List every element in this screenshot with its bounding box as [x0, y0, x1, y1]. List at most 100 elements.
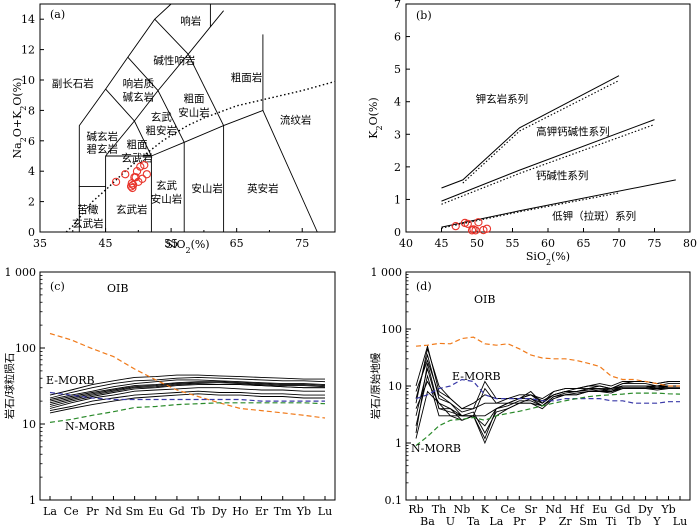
x-tick-label: Ti: [606, 515, 617, 528]
panel-c: 1 10 100 1 000 La Ce Pr Nd Sm Eu Gd Tb Dy Ho Er Tm Yb Lu O…: [3, 266, 336, 518]
y-tick-label: 0: [394, 226, 401, 239]
x-tick-label: Nd: [105, 505, 122, 518]
series-boundary-dotted: [441, 192, 620, 229]
x-tick-label: Nd: [545, 503, 562, 516]
sample-point: [142, 170, 152, 179]
sample-line: [49, 381, 326, 402]
x-tick-label: 35: [33, 237, 47, 250]
x-tick-label: 50: [470, 237, 484, 250]
sample-point: [111, 177, 121, 186]
reference-line-n-morb: [49, 402, 326, 423]
x-tick-label: 75: [295, 237, 309, 250]
x-tick-label: Ba: [420, 515, 435, 528]
field-label: 响岩: [180, 15, 201, 28]
sample-point: [136, 162, 145, 171]
field-label: 玄武岩: [116, 203, 148, 216]
field-label: 安山岩: [151, 193, 183, 206]
field-label: 副长石岩: [52, 77, 94, 90]
field-label: 响岩质: [123, 77, 155, 90]
x-tick-label: K: [481, 503, 490, 516]
x-tick-label: Sm: [579, 515, 598, 528]
y-tick-label: 14: [21, 13, 35, 26]
sample-point: [140, 160, 149, 170]
x-axis-ticks: 35 45 55 65 75: [33, 228, 309, 250]
x-tick-label: Zr: [559, 515, 573, 528]
x-tick-label: 45: [99, 237, 113, 250]
sample-line: [49, 390, 325, 412]
x-tick-label: 40: [399, 237, 413, 250]
field-boundary: [105, 88, 135, 122]
y-tick-label: 3: [394, 128, 401, 141]
series-boundary: [441, 75, 620, 189]
x-tick-label: Pr: [513, 515, 526, 528]
panel-label: (a): [50, 8, 65, 21]
y-tick-label: 100: [15, 342, 36, 355]
x-tick-label: 65: [230, 237, 244, 250]
sample-point: [467, 226, 477, 235]
y-axis-label: Na2O+K2O(%): [11, 78, 28, 159]
panel-d: 0.1 1 10 100 1 000 RbBaThUNbTaKLaCePrSrPNdZrH…: [369, 266, 691, 528]
sample-line: [415, 359, 680, 413]
reference-line-e-morb: [415, 378, 680, 404]
x-tick-label: Tb: [191, 505, 205, 518]
y-axis-ticks: 0.1 1 10 100 1 000: [371, 266, 411, 507]
sample-line: [415, 363, 680, 440]
field-boundary: [157, 90, 185, 143]
field-label: 粗面岩: [231, 71, 263, 84]
field-boundary: [127, 56, 159, 91]
x-tick-label: Yb: [296, 505, 311, 518]
x-tick-label: Sm: [126, 505, 145, 518]
field-boundary: [133, 120, 152, 157]
y-tick-label: 0.1: [385, 494, 403, 507]
x-tick-label: 65: [577, 237, 591, 250]
series-label: 钾玄岩系列: [476, 92, 529, 105]
field-label: 碱玄岩: [123, 91, 155, 104]
x-tick-label: Y: [652, 515, 661, 528]
sample-line: [49, 383, 325, 406]
field-label: 玄武岩: [121, 152, 153, 165]
x-tick-label: 55: [164, 237, 178, 250]
x-tick-label: Lu: [673, 515, 687, 528]
sample-point: [127, 179, 136, 188]
plot-frame: [39, 3, 336, 233]
sample-line: [49, 393, 325, 414]
y-tick-label: 5: [394, 63, 401, 76]
sample-line: [49, 379, 326, 400]
series-label: 高钾钙碱性系列: [536, 125, 610, 138]
x-tick-label: Gd: [615, 503, 631, 516]
field-label: 粗面: [127, 139, 148, 151]
sample-point: [469, 225, 478, 234]
y-axis-label: K2O(%): [367, 97, 384, 138]
y-tick-label: 2: [394, 161, 401, 174]
y-tick-label: 10: [22, 418, 36, 431]
series-boundary-dotted: [441, 123, 655, 205]
sample-point: [126, 182, 136, 191]
x-tick-label: Hf: [570, 503, 585, 516]
sample-line: [49, 376, 326, 399]
y-axis-ticks: 1 10 100 1 000: [5, 266, 45, 507]
y-tick-label: 1: [395, 437, 402, 450]
y-tick-label: 6: [394, 31, 401, 44]
x-axis-ticks: La Ce Pr Nd Sm Eu Gd Tb Dy Ho Er Tm Yb Lu: [43, 496, 332, 518]
field-label: 英安岩: [247, 182, 279, 195]
x-tick-label: 80: [683, 237, 697, 250]
x-tick-label: 60: [541, 237, 555, 250]
series-name-label: N-MORB: [411, 442, 461, 455]
x-tick-label: Ce: [500, 503, 515, 516]
sample-line: [49, 374, 325, 396]
field-label: 玄武: [151, 110, 172, 123]
field-label: 碱玄岩: [87, 130, 119, 143]
series-boundary: [441, 119, 655, 202]
x-tick-label: 70: [612, 237, 626, 250]
reference-line-oib: [415, 336, 680, 387]
field-label: 安山岩: [178, 106, 210, 119]
x-tick-label: Lu: [318, 505, 332, 518]
x-tick-label: Rb: [408, 503, 423, 516]
sample-point: [482, 224, 492, 233]
y-tick-label: 100: [381, 323, 402, 336]
x-tick-label: Er: [255, 505, 269, 518]
x-tick-label: La: [489, 515, 503, 528]
series-name-label: OIB: [107, 282, 128, 295]
x-tick-label: Yb: [660, 503, 675, 516]
sample-point: [131, 173, 140, 182]
